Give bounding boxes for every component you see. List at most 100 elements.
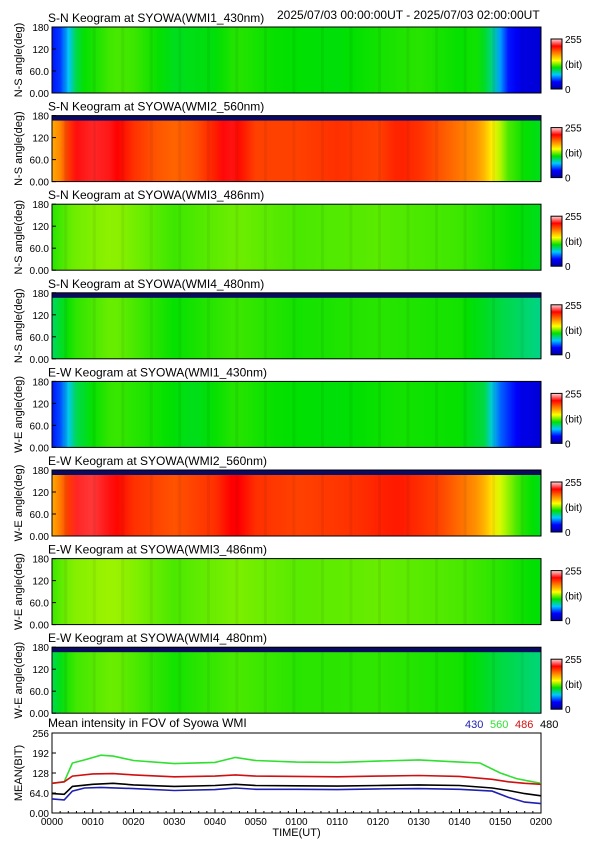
colorbar bbox=[550, 570, 563, 622]
y-tick-label: 120 bbox=[32, 488, 49, 499]
colorbar-min-label: 0 bbox=[565, 528, 571, 539]
y-axis-label: N-S angle(deg) bbox=[13, 200, 25, 275]
y-tick-label: 0.00 bbox=[30, 266, 50, 277]
y-tick-label: 120 bbox=[32, 665, 49, 676]
y-tick-label: 0.00 bbox=[30, 709, 50, 720]
x-tick-label: 0200 bbox=[530, 817, 553, 828]
keogram-image bbox=[52, 381, 541, 448]
series-line-486 bbox=[51, 772, 542, 786]
panel-frame bbox=[51, 203, 542, 271]
colorbar bbox=[550, 658, 563, 710]
panel-frame bbox=[51, 292, 542, 360]
colorbar-unit-label: (bit) bbox=[565, 503, 582, 514]
panel-title: E-W Keogram at SYOWA(WMI2_560nm) bbox=[48, 454, 267, 468]
colorbar-min-label: 0 bbox=[565, 85, 571, 96]
y-tick-label: 60.0 bbox=[30, 333, 50, 344]
y-tick-label: 0.00 bbox=[30, 621, 50, 632]
x-tick-label: 0130 bbox=[408, 817, 431, 828]
colorbar bbox=[550, 392, 563, 444]
colorbar-min-label: 0 bbox=[565, 617, 571, 628]
y-tick-label: 180 bbox=[32, 200, 49, 211]
keogram-image bbox=[52, 558, 541, 625]
y-tick-label: 60.0 bbox=[30, 421, 50, 432]
panel-title: E-W Keogram at SYOWA(WMI3_486nm) bbox=[48, 543, 267, 557]
y-tick-label: 180 bbox=[32, 289, 49, 300]
colorbar-min-label: 0 bbox=[565, 174, 571, 185]
panel-title: S-N Keogram at SYOWA(WMI3_486nm) bbox=[48, 188, 264, 202]
legend-entry: 480 bbox=[540, 719, 558, 731]
keogram-panels: S-N Keogram at SYOWA(WMI1_430nm)18012060… bbox=[13, 11, 582, 720]
keogram-panel: E-W Keogram at SYOWA(WMI2_560nm)180 120 60… bbox=[13, 454, 582, 543]
y-tick-label: 180 bbox=[32, 643, 49, 654]
y-axis-label: W-E angle(deg) bbox=[13, 553, 25, 630]
y-tick-label: 192 bbox=[32, 749, 49, 760]
y-tick-label: 0.00 bbox=[30, 89, 50, 100]
time-range-header: 2025/07/03 00:00:00UT - 2025/07/03 02:00… bbox=[277, 8, 540, 22]
colorbar bbox=[550, 215, 563, 267]
colorbar-min-label: 0 bbox=[565, 262, 571, 273]
colorbar-max-label: 255 bbox=[565, 389, 582, 400]
y-tick-label: 120 bbox=[32, 311, 49, 322]
keogram-panel: S-N Keogram at SYOWA(WMI1_430nm)180 120 60… bbox=[13, 11, 582, 100]
series-line-560 bbox=[51, 754, 542, 785]
keogram-top-band bbox=[52, 115, 541, 121]
colorbar-max-label: 255 bbox=[565, 478, 582, 489]
y-tick-label: 64.0 bbox=[30, 789, 50, 800]
colorbar bbox=[550, 304, 563, 356]
y-tick-label: 0.00 bbox=[30, 178, 50, 189]
legend-entry: 486 bbox=[515, 719, 533, 731]
colorbar bbox=[550, 38, 563, 90]
panel-frame bbox=[51, 115, 542, 183]
y-tick-label: 180 bbox=[32, 466, 49, 477]
panel-frame bbox=[51, 380, 542, 448]
colorbar-min-label: 0 bbox=[565, 439, 571, 450]
lineplot-frame bbox=[51, 732, 542, 814]
y-axis-label: N-S angle(deg) bbox=[13, 289, 25, 364]
y-tick-label: 120 bbox=[32, 134, 49, 145]
y-axis-label: N-S angle(deg) bbox=[13, 111, 25, 186]
keogram-panel: E-W Keogram at SYOWA(WMI4_480nm)180 120 60… bbox=[13, 631, 582, 720]
mean-intensity-plot: Mean intensity in FOV of Syowa WMI 430 560… bbox=[13, 716, 558, 839]
legend-entry: 430 bbox=[465, 719, 483, 731]
x-tick-label: 0030 bbox=[163, 817, 186, 828]
keogram-top-band bbox=[52, 292, 541, 298]
y-axis-label: W-E angle(deg) bbox=[13, 376, 25, 453]
panel-title: E-W Keogram at SYOWA(WMI1_430nm) bbox=[48, 365, 267, 379]
panel-title: S-N Keogram at SYOWA(WMI4_480nm) bbox=[48, 277, 264, 291]
colorbar-max-label: 255 bbox=[565, 124, 582, 135]
keogram-top-band bbox=[52, 470, 541, 475]
keogram-panel: S-N Keogram at SYOWA(WMI2_560nm)180 120 60… bbox=[13, 100, 582, 189]
colorbar-max-label: 255 bbox=[565, 35, 582, 46]
colorbar-max-label: 255 bbox=[565, 212, 582, 223]
keogram-image bbox=[52, 27, 541, 93]
keogram-panel: E-W Keogram at SYOWA(WMI1_430nm)180 120 60… bbox=[13, 365, 582, 454]
keogram-panel: S-N Keogram at SYOWA(WMI3_486nm)180 120 60… bbox=[13, 188, 582, 277]
y-tick-label: 180 bbox=[32, 377, 49, 388]
colorbar-unit-label: (bit) bbox=[565, 680, 582, 691]
y-axis-label: MEAN(BIT) bbox=[13, 745, 25, 801]
y-tick-label: 128 bbox=[32, 769, 49, 780]
panel-frame bbox=[51, 646, 542, 714]
colorbar bbox=[550, 481, 563, 533]
colorbar bbox=[550, 127, 563, 179]
keogram-top-band bbox=[52, 647, 541, 653]
y-tick-label: 180 bbox=[32, 555, 49, 566]
keogram-image bbox=[52, 470, 541, 536]
colorbar-max-label: 255 bbox=[565, 301, 582, 312]
y-tick-label: 120 bbox=[32, 577, 49, 588]
y-axis-label: W-E angle(deg) bbox=[13, 465, 25, 542]
y-tick-label: 0.00 bbox=[30, 443, 50, 454]
y-tick-label: 180 bbox=[32, 23, 49, 34]
keogram-image bbox=[52, 292, 541, 359]
colorbar-max-label: 255 bbox=[565, 655, 582, 666]
x-tick-label: 0000 bbox=[41, 817, 64, 828]
y-tick-label: 120 bbox=[32, 45, 49, 56]
panel-title: S-N Keogram at SYOWA(WMI2_560nm) bbox=[48, 100, 264, 114]
colorbar-unit-label: (bit) bbox=[565, 414, 582, 425]
y-axis-label: N-S angle(deg) bbox=[13, 23, 25, 98]
y-tick-label: 60.0 bbox=[30, 687, 50, 698]
y-tick-label: 120 bbox=[32, 222, 49, 233]
panel-frame bbox=[51, 26, 542, 94]
y-axis-label: W-E angle(deg) bbox=[13, 642, 25, 719]
